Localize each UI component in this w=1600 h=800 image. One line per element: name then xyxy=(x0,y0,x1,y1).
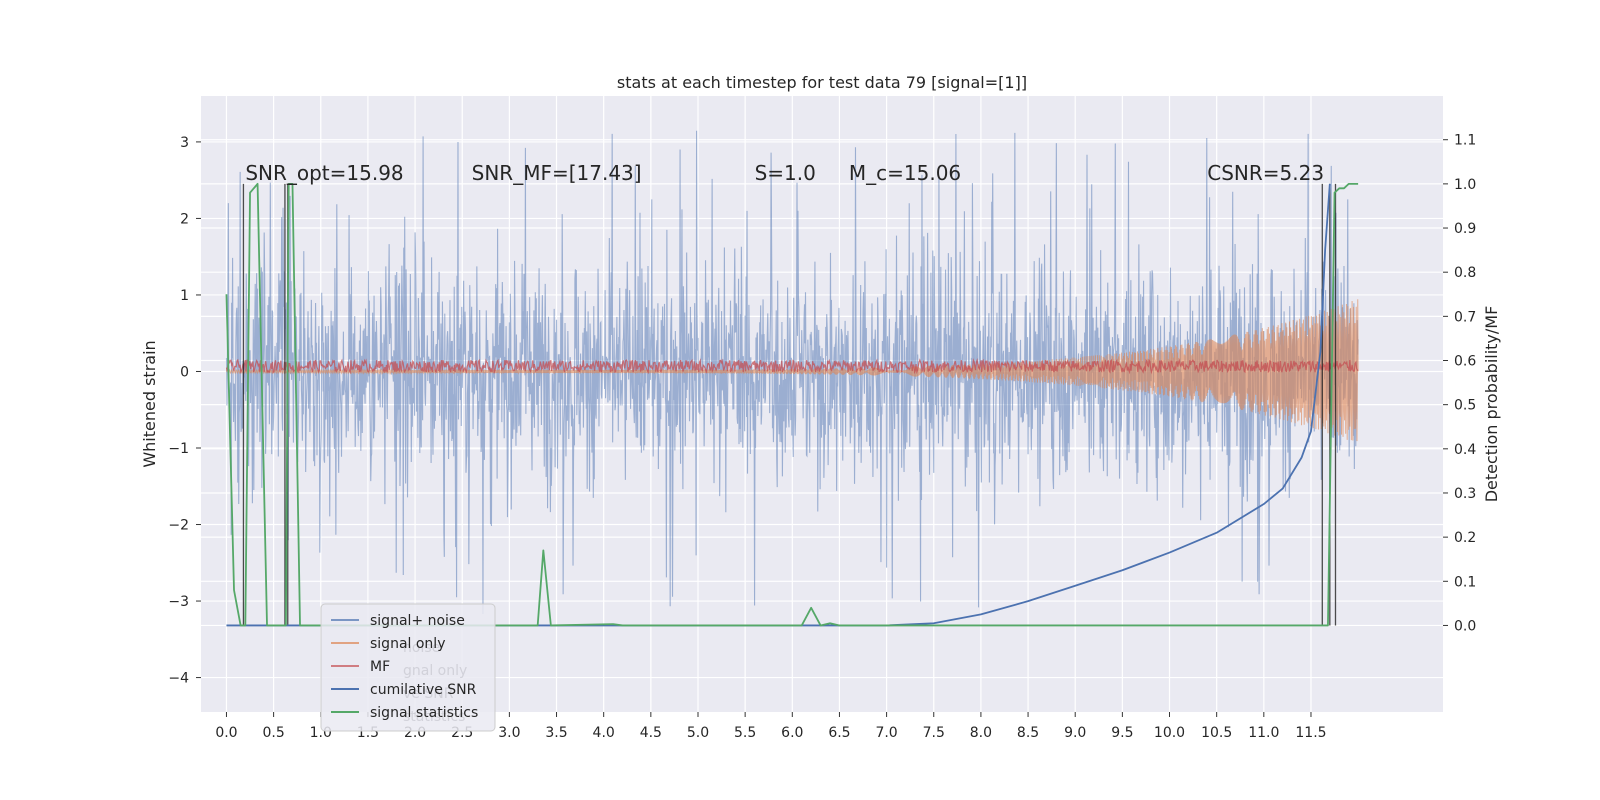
legend-ghost-text: ve SNR xyxy=(403,686,454,702)
x-tick-label: 9.5 xyxy=(1111,725,1133,741)
legend-box xyxy=(320,603,496,732)
y-tick-label: −2 xyxy=(168,518,189,534)
x-tick-label: 7.5 xyxy=(923,725,945,741)
y-right-tick-label: 0.6 xyxy=(1454,354,1476,370)
y-right-tick-label: 0.5 xyxy=(1454,398,1476,414)
y-right-tick-label: 0.0 xyxy=(1454,618,1476,634)
annotations: SNR_opt=15.98 SNR_MF=[17.43] S=1.0 M_c=15.0… xyxy=(245,161,1324,185)
x-tick-label: 0.5 xyxy=(262,725,284,741)
annotation-label: SNR_opt=15.98 xyxy=(245,161,403,185)
y-axis-title-right: Detection probability/MF xyxy=(1482,306,1501,503)
x-tick-label: 9.0 xyxy=(1064,725,1086,741)
series-cumulative-snr-line xyxy=(226,183,1331,627)
x-tick-label: 6.5 xyxy=(828,725,850,741)
y-tick-label: 3 xyxy=(180,135,189,151)
annotation-label: SNR_MF=[17.43] xyxy=(472,161,642,185)
x-tick-label: 7.0 xyxy=(875,725,897,741)
x-tick-label: 8.5 xyxy=(1017,725,1039,741)
grid-lines xyxy=(201,96,1443,712)
x-tick-label: 5.0 xyxy=(687,725,709,741)
legend: noise gnal only ve SNR statistics signal+ no… xyxy=(320,603,496,732)
y-right-tick-label: 0.7 xyxy=(1454,309,1476,325)
x-tick-label: 8.0 xyxy=(970,725,992,741)
y-tick-label: −1 xyxy=(168,441,189,457)
x-tick-label: 0.0 xyxy=(215,725,237,741)
legend-ghost-text: statistics xyxy=(403,709,465,725)
legend-label: MF xyxy=(370,659,390,675)
legend-label: signal only xyxy=(370,636,445,652)
y-tick-label: −4 xyxy=(168,671,189,687)
y-right-tick-label: 0.2 xyxy=(1454,530,1476,546)
y-tick-label: 0 xyxy=(180,364,189,380)
legend-label: signal statistics xyxy=(370,705,478,721)
y-tick-label: 1 xyxy=(180,288,189,304)
y-right-tick-label: 1.0 xyxy=(1454,177,1476,193)
x-tick-label: 3.5 xyxy=(545,725,567,741)
annotation-label: CSNR=5.23 xyxy=(1207,161,1324,185)
y-right-tick-label: 0.4 xyxy=(1454,442,1476,458)
series-mf-line xyxy=(225,357,1359,375)
x-tick-label: 10.5 xyxy=(1201,725,1232,741)
legend-ghost-text: gnal only xyxy=(403,663,467,679)
x-tick-label: 6.0 xyxy=(781,725,803,741)
legend-label: cumilative SNR xyxy=(370,682,477,698)
y-tick-label: −3 xyxy=(168,594,189,610)
y-right-tick-label: 0.9 xyxy=(1454,221,1476,237)
y-axis-title-left: Whitened strain xyxy=(140,340,159,467)
x-tick-label: 11.5 xyxy=(1295,725,1326,741)
legend-ghost-text: noise xyxy=(403,640,440,656)
x-tick-label: 4.5 xyxy=(640,725,662,741)
x-tick-label: 10.0 xyxy=(1154,725,1185,741)
series-signal-statistics-line xyxy=(225,182,1359,627)
series-layer xyxy=(225,130,1359,627)
chart-title: stats at each timestep for test data 79 … xyxy=(617,73,1027,92)
x-tick-label: 3.0 xyxy=(498,725,520,741)
annotation-label: M_c=15.06 xyxy=(849,161,961,185)
y-right-tick-label: 0.3 xyxy=(1454,486,1476,502)
y-right-tick-label: 0.8 xyxy=(1454,265,1476,281)
y-right-tick-label: 1.1 xyxy=(1454,133,1476,149)
y-axis-left: −4 −3 −2 −1 0 1 2 3 xyxy=(168,135,201,687)
x-tick-label: 11.0 xyxy=(1248,725,1279,741)
x-tick-label: 5.5 xyxy=(734,725,756,741)
x-tick-label: 4.0 xyxy=(593,725,615,741)
y-axis-right: 0.0 0.1 0.2 0.3 0.4 0.5 0.6 0.7 0.8 0.9 1.0 1.1 xyxy=(1443,133,1476,634)
y-right-tick-label: 0.1 xyxy=(1454,574,1476,590)
annotation-label: S=1.0 xyxy=(755,161,816,185)
series-signal-only-line xyxy=(225,299,1359,442)
legend-label: signal+ noise xyxy=(370,613,465,629)
series-signal-noise-line xyxy=(225,130,1359,615)
y-tick-label: 2 xyxy=(180,211,189,227)
